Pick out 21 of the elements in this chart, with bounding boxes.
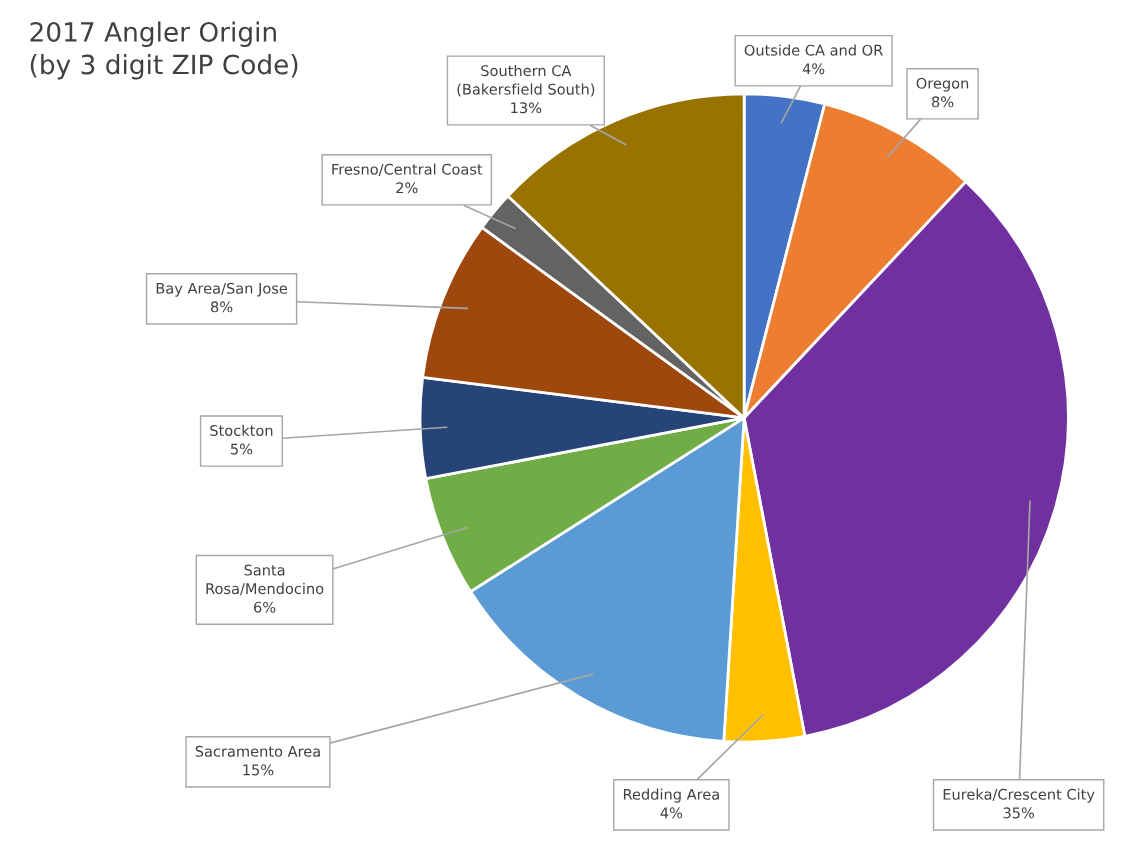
slice-label: Eureka/Crescent City xyxy=(943,788,1095,803)
slice-label: Redding Area xyxy=(623,788,719,803)
data-label: 13% xyxy=(511,102,542,114)
slice-label: Fresno/Central Coast xyxy=(332,163,483,176)
data-label: 5% xyxy=(230,443,253,455)
slice-label: Outside CA and OR xyxy=(744,44,883,56)
slice-label: Southern CA (Bakersfield South) xyxy=(457,64,595,97)
data-label: 6% xyxy=(254,601,276,613)
data-label: 4% xyxy=(802,63,825,75)
slice-label: Sacramento Area xyxy=(195,745,320,757)
data-label: 4% xyxy=(660,807,683,819)
chart-title: 2017 Angler Origin (by 3 digit ZIP Code) xyxy=(30,21,298,80)
slice-label: Bay Area/San Jose xyxy=(156,282,288,297)
slice-label: Santa Rosa/Mendocino xyxy=(206,564,324,596)
data-label: 35% xyxy=(1003,807,1035,819)
data-label: 15% xyxy=(243,764,274,776)
data-label: 2% xyxy=(396,182,418,194)
slice-label: Stockton xyxy=(210,424,273,437)
data-label: 8% xyxy=(211,301,233,313)
slice-label: Oregon xyxy=(916,77,969,92)
data-label: 8% xyxy=(931,96,954,108)
